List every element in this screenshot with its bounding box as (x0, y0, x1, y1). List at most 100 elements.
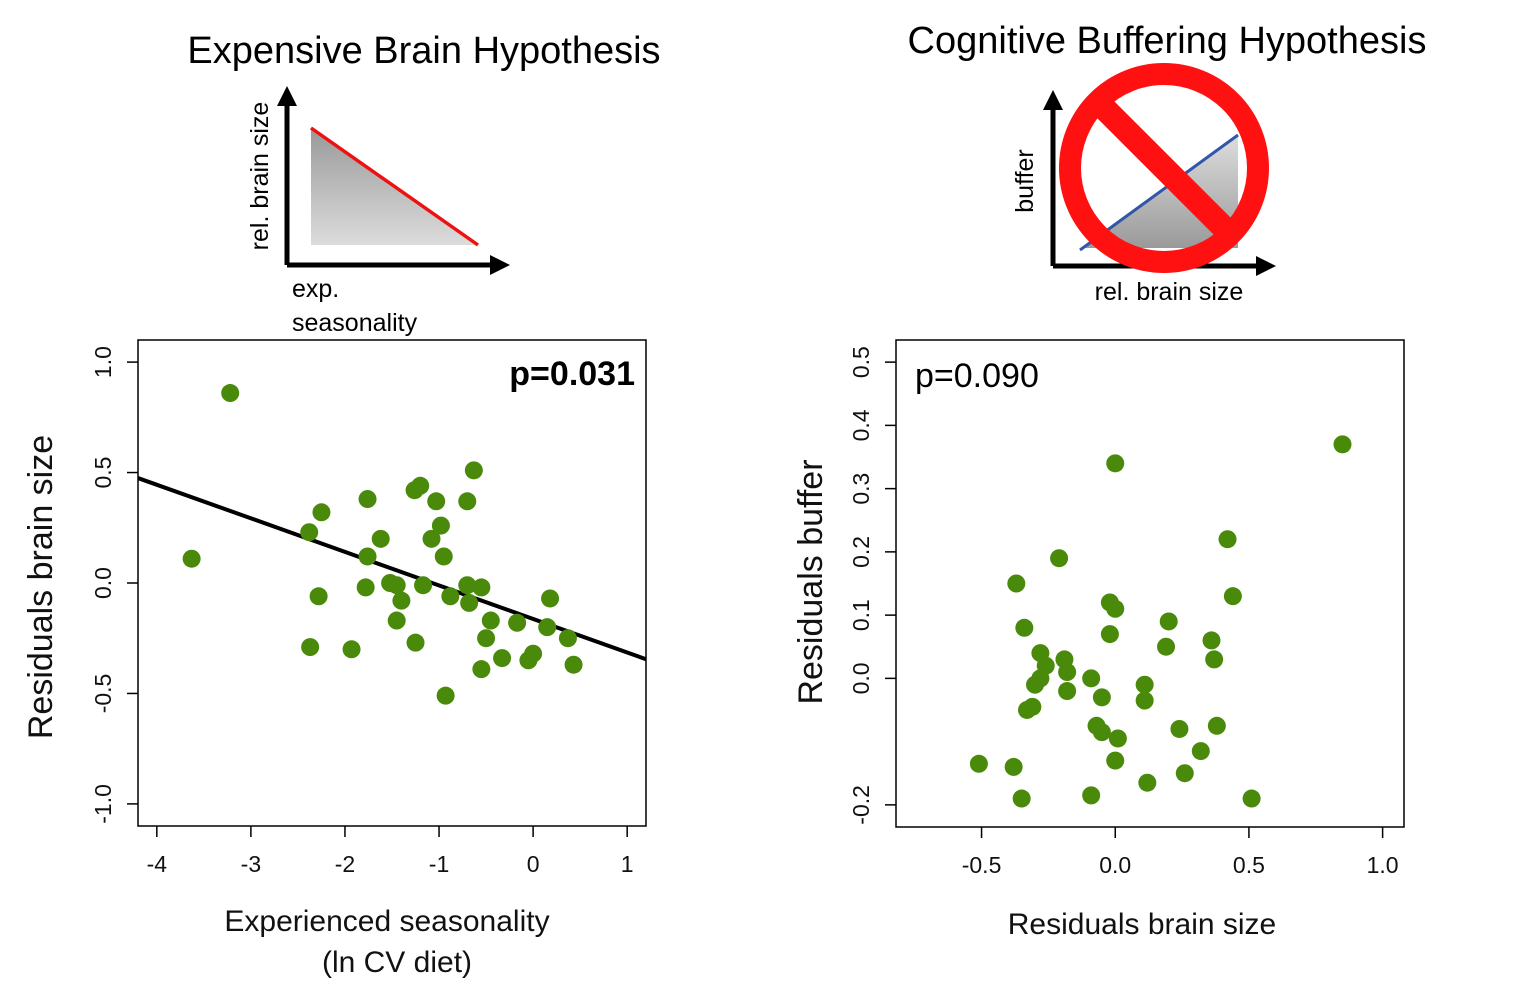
left-schematic: rel. brain size exp. seasonality (246, 86, 510, 337)
left-data-point (434, 547, 453, 566)
left-data-point (300, 523, 319, 542)
right-data-point (1218, 530, 1237, 549)
right-schematic: buffer rel. brain size (1011, 63, 1276, 306)
left-data-point (493, 649, 512, 668)
left-data-point (477, 629, 496, 648)
left-schematic-ylabel: rel. brain size (246, 102, 274, 251)
right-data-point (1202, 631, 1221, 650)
left-data-point (538, 618, 557, 637)
left-ytick-label: 1.0 (90, 346, 116, 378)
right-ytick-label: 0.5 (848, 346, 874, 378)
left-data-point (541, 589, 560, 608)
left-xlabel-line2: (ln CV diet) (322, 946, 472, 979)
right-data-point (1333, 435, 1352, 454)
left-data-point (358, 547, 377, 566)
left-data-point (427, 492, 446, 511)
right-xtick-label: -0.5 (962, 852, 1002, 878)
right-data-point (1106, 454, 1125, 473)
right-data-point (1106, 751, 1125, 770)
left-schematic-xlabel-line1: exp. (292, 275, 339, 303)
right-xtick-label: 0.5 (1233, 852, 1265, 878)
right-data-point (1223, 587, 1242, 606)
left-xtick-label: 0 (527, 851, 540, 877)
left-data-point (309, 587, 328, 606)
right-data-point (1135, 675, 1154, 694)
left-p-value: p=0.031 (509, 355, 635, 393)
prohibition-icon (1059, 63, 1269, 273)
right-ytick-label: 0.0 (848, 662, 874, 694)
right-data-point (1018, 700, 1037, 719)
left-data-point (411, 476, 430, 495)
left-fit-line (137, 476, 647, 662)
left-xlabel-line1: Experienced seasonality (224, 905, 549, 938)
left-xtick-label: -2 (335, 851, 355, 877)
left-schematic-line (309, 126, 480, 247)
left-ytick-label: 0.5 (90, 457, 116, 489)
right-data-point (1012, 789, 1031, 808)
right-data-point (1058, 682, 1077, 701)
right-ytick-label: 0.3 (848, 473, 874, 505)
left-data-point (392, 591, 411, 610)
right-schematic-xlabel: rel. brain size (1095, 278, 1244, 306)
right-title: Cognitive Buffering Hypothesis (908, 20, 1427, 62)
left-data-point (464, 461, 483, 480)
left-data-point (422, 529, 441, 548)
right-ytick-label: 0.2 (848, 536, 874, 568)
right-data-point (1205, 650, 1224, 669)
left-data-point (356, 578, 375, 597)
right-data-point (1108, 729, 1127, 748)
left-data-point (414, 576, 433, 595)
right-data-point (1170, 719, 1189, 738)
left-data-point (221, 384, 240, 403)
left-data-point (458, 576, 477, 595)
right-ytick-label: 0.4 (848, 409, 874, 441)
right-data-point (1050, 549, 1069, 568)
right-data-point (1015, 618, 1034, 637)
right-data-point (1092, 723, 1111, 742)
right-data-point (1207, 716, 1226, 735)
left-title: Expensive Brain Hypothesis (187, 30, 660, 72)
right-xtick-label: 1.0 (1367, 852, 1399, 878)
left-data-point (182, 549, 201, 568)
left-xtick-label: -3 (241, 851, 261, 877)
left-data-point (481, 611, 500, 630)
left-data-point (387, 611, 406, 630)
right-data-point (1157, 637, 1176, 656)
left-data-point (458, 492, 477, 511)
right-ytick-label: 0.1 (848, 599, 874, 631)
right-data-point (1175, 764, 1194, 783)
left-data-point (441, 587, 460, 606)
right-data-point (1058, 663, 1077, 682)
right-ytick-label: -0.2 (848, 785, 874, 825)
right-data-point (1082, 786, 1101, 805)
right-data-point (1159, 612, 1178, 631)
left-data-point (431, 516, 450, 535)
right-schematic-ylabel: buffer (1011, 149, 1039, 212)
left-data-point (436, 686, 455, 705)
left-data-point (508, 613, 527, 632)
left-xtick-label: 1 (621, 851, 634, 877)
right-data-point (1106, 599, 1125, 618)
right-data-point (1191, 742, 1210, 761)
left-ytick-label: 0.0 (90, 567, 116, 599)
left-ylabel: Residuals brain size (22, 435, 60, 739)
left-scatter-plot: -4 -3 -2 -1 0 1 -1.0 -0.5 0.0 0.5 1.0 p=0.031 Exp… (22, 339, 647, 979)
right-data-point (1092, 688, 1111, 707)
right-data-point (1082, 669, 1101, 688)
left-xtick-label: -4 (147, 851, 168, 877)
left-data-point (472, 578, 491, 597)
left-ytick-label: -0.5 (90, 674, 116, 714)
right-data-point (1004, 757, 1023, 776)
right-p-value: p=0.090 (915, 357, 1039, 395)
left-data-point (472, 660, 491, 679)
left-data-point (460, 593, 479, 612)
left-data-point (371, 529, 390, 548)
left-data-point (406, 633, 425, 652)
right-data-point (1135, 691, 1154, 710)
left-ytick-label: -1.0 (90, 784, 116, 824)
right-xlabel: Residuals brain size (1008, 908, 1276, 941)
right-data-point (1026, 675, 1045, 694)
left-data-point (564, 655, 583, 674)
right-plot-frame (895, 339, 1405, 828)
